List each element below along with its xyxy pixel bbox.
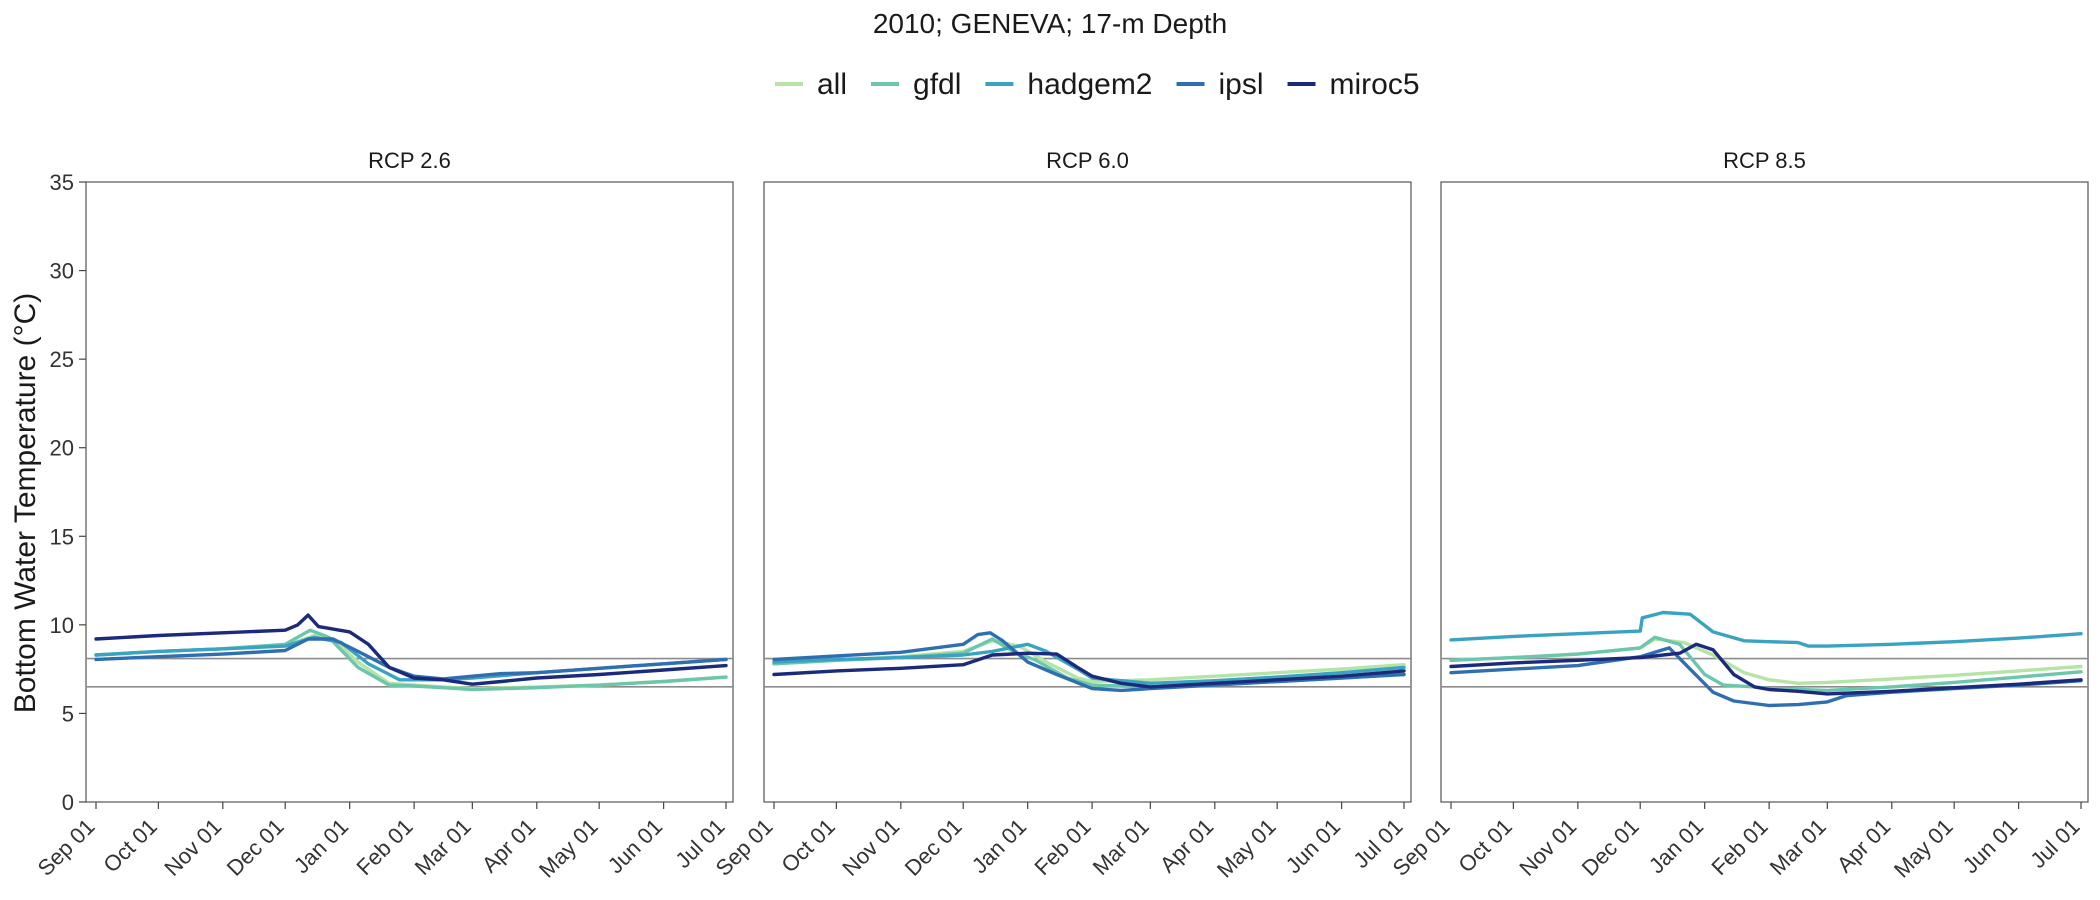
- x-tick-label: Jun 01: [1958, 814, 2022, 878]
- y-tick-label: 30: [50, 259, 74, 284]
- legend: all gfdl hadgem2 ipsl miroc5: [775, 68, 1420, 101]
- x-tick-label: Nov 01: [1514, 814, 1581, 881]
- x-tick-label: Mar 01: [410, 814, 476, 880]
- x-tick-label: Nov 01: [837, 814, 904, 881]
- x-tick-label: Jun 01: [603, 814, 667, 878]
- legend-item-all: all: [775, 68, 847, 101]
- y-tick-label: 5: [62, 701, 74, 726]
- x-tick-label: Apr 01: [1155, 814, 1219, 878]
- x-tick-label: Jun 01: [1281, 814, 1345, 878]
- panel-border: [85, 181, 734, 803]
- chart-title: 2010; GENEVA; 17-m Depth: [873, 8, 1227, 39]
- x-tick-label: May 01: [1212, 814, 1281, 883]
- x-tick-label: Apr 01: [1832, 814, 1896, 878]
- legend-item-hadgem2: hadgem2: [985, 68, 1153, 101]
- series-line-ipsl: [772, 631, 1406, 693]
- x-tick-label: Nov 01: [159, 814, 226, 881]
- y-tick-label: 0: [62, 790, 74, 815]
- x-tick-label: May 01: [534, 814, 603, 883]
- series-line-gfdl: [1449, 635, 2083, 693]
- x-tick-label: Feb 01: [352, 814, 418, 880]
- x-tick-label: Oct 01: [1453, 814, 1517, 878]
- series-line-miroc5: [772, 651, 1406, 689]
- legend-label-miroc5: miroc5: [1330, 68, 1420, 101]
- x-tick-label: Apr 01: [477, 814, 541, 878]
- x-tick-label: Feb 01: [1707, 814, 1773, 880]
- x-tick-label: Jul 01: [2025, 814, 2084, 873]
- series-line-miroc5: [1449, 642, 2083, 696]
- x-tick-label: Jan 01: [1644, 814, 1708, 878]
- x-tick-label: Mar 01: [1765, 814, 1831, 880]
- x-tick-label: May 01: [1889, 814, 1958, 883]
- legend-label-hadgem2: hadgem2: [1027, 68, 1152, 101]
- legend-label-gfdl: gfdl: [913, 68, 961, 101]
- series-line-hadgem2: [1449, 610, 2083, 648]
- legend-label-all: all: [817, 68, 847, 101]
- legend-item-gfdl: gfdl: [871, 68, 961, 101]
- panel-border: [1440, 181, 2089, 803]
- x-tick-label: Jan 01: [967, 814, 1031, 878]
- x-tick-label: Jan 01: [289, 814, 353, 878]
- x-tick-label: Dec 01: [1577, 814, 1644, 881]
- x-tick-label: Oct 01: [776, 814, 840, 878]
- panel-border: [763, 181, 1412, 803]
- legend-item-miroc5: miroc5: [1287, 68, 1420, 101]
- y-tick-label: 15: [50, 524, 74, 549]
- x-tick-label: Dec 01: [222, 814, 289, 881]
- series-line-miroc5: [94, 613, 728, 686]
- x-tick-label: Sep 01: [33, 814, 100, 881]
- panel-strip-label: RCP 2.6: [368, 148, 451, 173]
- y-axis-title: Bottom Water Temperature (°C): [9, 293, 42, 713]
- x-tick-label: Feb 01: [1030, 814, 1096, 880]
- y-tick-label: 20: [50, 436, 74, 461]
- legend-label-ipsl: ipsl: [1219, 68, 1264, 101]
- panel-strip-label: RCP 8.5: [1723, 148, 1806, 173]
- x-tick-label: Oct 01: [98, 814, 162, 878]
- y-tick-label: 25: [50, 347, 74, 372]
- x-tick-label: Mar 01: [1088, 814, 1154, 880]
- y-tick-label: 10: [50, 613, 74, 638]
- legend-item-ipsl: ipsl: [1176, 68, 1264, 101]
- y-tick-label: 35: [50, 170, 74, 195]
- panel-strip-label: RCP 6.0: [1046, 148, 1129, 173]
- x-tick-label: Dec 01: [900, 814, 967, 881]
